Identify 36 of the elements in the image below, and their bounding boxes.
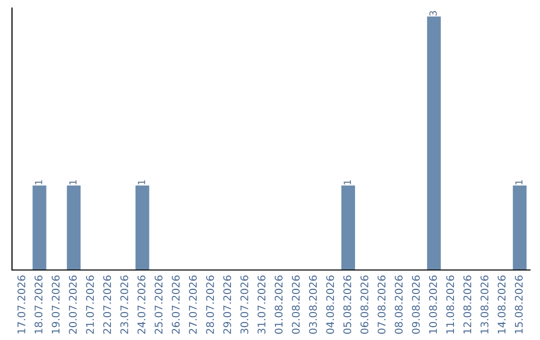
x-tick-label: 15.08.2026 (514, 276, 523, 334)
x-tick-label: 05.08.2026 (343, 276, 352, 334)
x-tick-label: 23.07.2026 (120, 276, 128, 334)
x-tick-label: 26.07.2026 (172, 276, 180, 334)
x-tick-label: 18.07.2026 (34, 276, 42, 334)
x-tick-label: 07.08.2026 (378, 276, 386, 334)
x-tick-label: 17.07.2026 (17, 276, 26, 334)
x-tick-label: 27.07.2026 (188, 276, 197, 334)
x-tick-label: 28.07.2026 (206, 276, 214, 334)
x-tick-label: 31.07.2026 (258, 276, 266, 334)
x-tick-label: 06.08.2026 (360, 276, 368, 334)
x-tick-label: 04.08.2026 (326, 276, 334, 334)
x-tick-label: 02.08.2026 (292, 276, 300, 334)
x-tick-label: 25.07.2026 (154, 276, 163, 334)
data-label: 1 (344, 180, 351, 184)
x-tick-label: 19.07.2026 (52, 276, 60, 334)
data-label: 1 (515, 180, 522, 184)
data-label: 1 (69, 180, 76, 184)
x-tick-label: 13.08.2026 (480, 276, 488, 334)
x-tick-label: 29.07.2026 (223, 276, 232, 334)
data-label: 1 (138, 180, 146, 184)
x-tick-label: 20.07.2026 (68, 276, 77, 334)
x-tick-label: 01.08.2026 (274, 276, 283, 334)
x-tick-label: 10.08.2026 (429, 276, 437, 334)
x-tick-label: 24.07.2026 (138, 276, 146, 334)
x-tick-label: 30.07.2026 (240, 276, 248, 334)
data-label: 1 (35, 180, 42, 184)
x-tick-label: 08.08.2026 (394, 276, 403, 334)
x-tick-label: 12.08.2026 (463, 276, 472, 334)
x-tick-label: 22.07.2026 (103, 276, 112, 334)
x-tick-label: 21.07.2026 (86, 276, 94, 334)
x-tick-label: 11.08.2026 (446, 276, 454, 334)
data-label: 3 (429, 11, 437, 16)
x-tick-label: 14.08.2026 (498, 276, 506, 334)
x-tick-label: 09.08.2026 (412, 276, 420, 334)
x-tick-label: 03.08.2026 (309, 276, 317, 334)
